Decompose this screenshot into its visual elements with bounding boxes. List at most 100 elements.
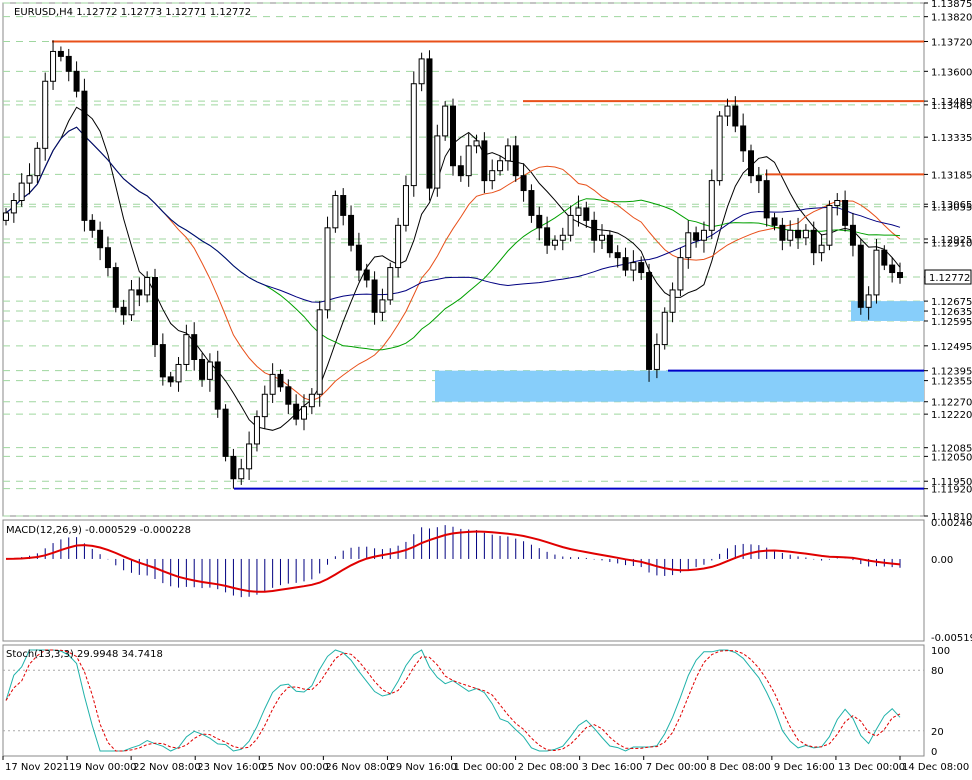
candle-body (481, 140, 488, 182)
candle-body (10, 199, 17, 214)
candle-body (810, 229, 817, 254)
candle-body (42, 80, 49, 149)
candle-body (89, 219, 96, 231)
time-label: 19 Nov 00:00 (69, 762, 136, 773)
main-header: EURUSD,H4 1.12772 1.12773 1.12771 1.1277… (14, 7, 251, 18)
time-label: 23 Nov 16:00 (197, 762, 264, 773)
macd-axis-label: -0.005197 (931, 633, 972, 644)
candle-body (724, 105, 731, 117)
candle-body (81, 90, 88, 221)
candle-body (340, 195, 347, 216)
level-lines (52, 40, 924, 490)
price-label: 1.13600 (931, 67, 972, 78)
candle-body (104, 247, 111, 269)
candle-body (787, 229, 794, 241)
candles (3, 40, 903, 489)
price-label: 1.11920 (931, 485, 972, 496)
macd-header: MACD(12,26,9) -0.000529 -0.000228 (6, 525, 191, 536)
candle-body (857, 244, 864, 308)
candle-body (465, 145, 472, 177)
candle-body (363, 269, 370, 281)
stoch-header: Stoch(13,3,3) 29.9948 34.7418 (6, 649, 163, 660)
candle-body (332, 195, 339, 229)
panel-frame-0 (2, 2, 925, 517)
candle-body (755, 175, 762, 182)
time-label: 25 Nov 00:00 (261, 762, 328, 773)
candle-body (65, 55, 72, 72)
price-label: 1.12495 (931, 342, 972, 353)
macd-axis-label: 0.00246 (931, 518, 972, 529)
macd-panel: 0.00246 0.00 -0.005197 (5, 518, 972, 644)
candle-body (183, 334, 190, 365)
candle-body (489, 170, 496, 182)
candle-body (402, 185, 409, 226)
candle-body (700, 229, 707, 241)
price-label: 1.12050 (931, 452, 972, 463)
candle-body (473, 140, 480, 147)
price-label: 1.12220 (931, 410, 972, 421)
candle-body (191, 334, 198, 360)
candle-body (395, 224, 402, 269)
candle-body (426, 58, 433, 189)
candle-body (457, 165, 464, 177)
candle-body (842, 199, 849, 226)
candle-body (677, 257, 684, 291)
candle-body (881, 249, 888, 266)
candle-body (136, 289, 143, 296)
candle-body (261, 393, 268, 418)
candle-body (567, 214, 574, 236)
price-label: 1.13875 (931, 0, 972, 10)
time-label: 17 Nov 2021 (5, 762, 69, 773)
candle-body (889, 264, 896, 274)
candle-body (779, 224, 786, 241)
candle-body (497, 160, 504, 172)
price-label: 1.13055 (931, 203, 972, 214)
candle-body (26, 175, 33, 184)
candle-body (622, 257, 629, 271)
candle-body (716, 115, 723, 182)
time-label: 22 Nov 08:00 (133, 762, 200, 773)
candle-body (802, 229, 809, 239)
candle-body (551, 239, 558, 246)
time-label: 9 Dec 16:00 (774, 762, 835, 773)
candle-body (214, 361, 221, 410)
candle-body (669, 289, 676, 313)
time-label: 7 Dec 00:00 (646, 762, 707, 773)
candle-body (583, 207, 590, 221)
stoch-axis-label: 0 (931, 747, 937, 758)
candle-body (434, 135, 441, 189)
candle-body (520, 175, 527, 192)
price-label: 1.13465 (931, 101, 972, 112)
candle-body (646, 272, 653, 370)
candle-body (763, 180, 770, 219)
candle-body (222, 408, 229, 457)
price-label: 1.13185 (931, 170, 972, 181)
candle-body (442, 105, 449, 137)
candle-body (865, 294, 872, 308)
candle-body (285, 386, 292, 405)
candle-body (230, 455, 237, 480)
candle-body (316, 309, 323, 395)
candle-body (512, 145, 519, 177)
candle-body (387, 267, 394, 301)
candle-body (57, 50, 64, 57)
candle-body (897, 272, 903, 279)
price-label: 1.13820 (931, 13, 972, 24)
candle-body (630, 262, 637, 271)
candle-body (818, 244, 825, 254)
candle-body (638, 262, 645, 274)
candle-body (795, 229, 802, 239)
candle-body (246, 443, 253, 470)
candle-body (120, 306, 127, 316)
candle-body (50, 50, 57, 82)
time-label: 8 Dec 08:00 (710, 762, 771, 773)
time-label: 14 Dec 08:00 (902, 762, 969, 773)
candle-body (693, 232, 700, 241)
candle-body (410, 83, 417, 187)
price-label: 1.12925 (931, 235, 972, 246)
candle-body (771, 217, 778, 226)
candle-body (308, 393, 315, 408)
candle-body (128, 289, 135, 316)
